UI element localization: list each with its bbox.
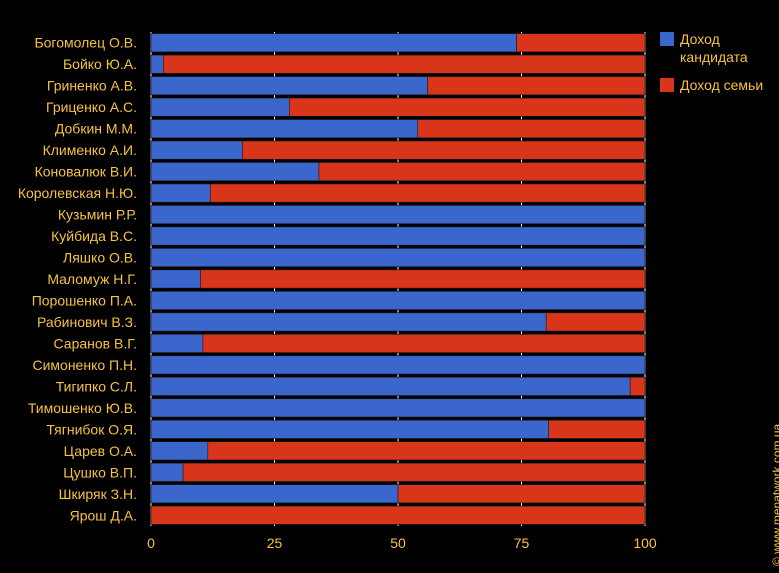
legend-swatch-candidate [660, 32, 674, 46]
bar-candidate-8 [150, 205, 646, 224]
category-label: Тягнибок О.Я. [46, 421, 137, 437]
bar-candidate-1 [150, 54, 164, 74]
bar-candidate-17 [150, 398, 646, 418]
x-tick-label: 50 [390, 535, 406, 551]
category-label: Маломуж Н.Г. [47, 271, 137, 287]
category-label: Порошенко П.А. [32, 292, 137, 308]
bar-candidate-13 [150, 312, 547, 332]
x-tick-label: 25 [267, 535, 283, 551]
category-label: Королевская Н.Ю. [18, 185, 137, 201]
bar-family-7 [209, 183, 646, 203]
bar-family-0 [516, 33, 646, 53]
bar-family-19 [207, 441, 646, 461]
x-tick-label: 75 [514, 535, 530, 551]
x-tick-labels: 0 25 50 75 100 [147, 535, 657, 551]
category-label: Бойко Ю.А. [63, 56, 137, 72]
bar-family-1 [163, 54, 646, 74]
category-label: Богомолец О.В. [34, 35, 137, 51]
copyright-credit: © www.menatwork.com.ua [770, 423, 779, 566]
category-label: Тигипко С.Л. [56, 378, 137, 394]
bar-family-4 [417, 119, 646, 139]
category-label: Добкин М.М. [55, 121, 137, 137]
legend-item-candidate: Доход кандидата [660, 30, 779, 66]
category-label: Цушко В.П. [63, 464, 137, 480]
bar-candidate-6 [150, 162, 320, 182]
bar-candidate-20 [150, 462, 184, 482]
bar-candidate-3 [150, 97, 290, 117]
bar-candidate-14 [150, 334, 204, 353]
legend-label-family: Доход семьи [680, 77, 764, 93]
category-label: Симоненко П.Н. [32, 357, 137, 373]
category-label: Царев О.А. [64, 443, 137, 459]
legend-swatch-family [660, 78, 674, 92]
bar-candidate-12 [150, 291, 646, 310]
bar-family-13 [545, 312, 646, 332]
category-label: Шкиряк З.Н. [59, 486, 137, 502]
bars [150, 33, 646, 525]
category-label: Клименко А.И. [43, 142, 137, 158]
bar-candidate-11 [150, 269, 201, 289]
bar-family-16 [629, 376, 646, 396]
bar-candidate-9 [150, 226, 646, 246]
bar-candidate-18 [150, 419, 549, 439]
bar-candidate-5 [150, 140, 243, 160]
bar-family-3 [289, 97, 646, 117]
bar-family-11 [200, 269, 646, 289]
legend-item-family: Доход семьи [660, 76, 779, 94]
category-label: Куйбида В.С. [51, 228, 137, 244]
category-label: Ярош Д.А. [70, 507, 137, 523]
x-tick-label: 0 [147, 535, 155, 551]
category-label: Саранов В.Г. [54, 335, 137, 351]
bar-family-14 [202, 334, 646, 353]
x-tick-label: 100 [633, 535, 657, 551]
bar-candidate-21 [150, 484, 399, 504]
category-label: Гриненко А.В. [47, 78, 137, 94]
bar-family-21 [397, 484, 646, 504]
bar-candidate-16 [150, 376, 631, 396]
category-label: Кузьмин Р.Р. [58, 207, 137, 223]
bar-candidate-7 [150, 183, 211, 203]
category-label: Тимошенко Ю.В. [28, 400, 137, 416]
bar-family-6 [318, 162, 646, 182]
bar-candidate-2 [150, 76, 428, 96]
legend-label-candidate: Доход кандидата [680, 31, 748, 65]
bar-family-22 [150, 505, 646, 525]
bar-family-20 [182, 462, 646, 482]
category-label: Рабинович В.З. [37, 314, 137, 330]
bar-family-5 [242, 140, 646, 160]
bar-candidate-4 [150, 119, 419, 139]
legend: Доход кандидата Доход семьи [660, 30, 779, 104]
bar-candidate-19 [150, 441, 209, 461]
bar-family-18 [548, 419, 646, 439]
bar-candidate-0 [150, 33, 517, 53]
bar-candidate-15 [150, 355, 646, 375]
category-label: Ляшко О.В. [63, 250, 137, 266]
category-label: Коновалюк В.И. [35, 164, 137, 180]
category-labels: Богомолец О.В. Бойко Ю.А. Гриненко А.В. Гри… [18, 35, 137, 524]
bar-family-2 [427, 76, 646, 96]
category-label: Гриценко А.С. [46, 99, 137, 115]
bar-candidate-10 [150, 248, 646, 267]
